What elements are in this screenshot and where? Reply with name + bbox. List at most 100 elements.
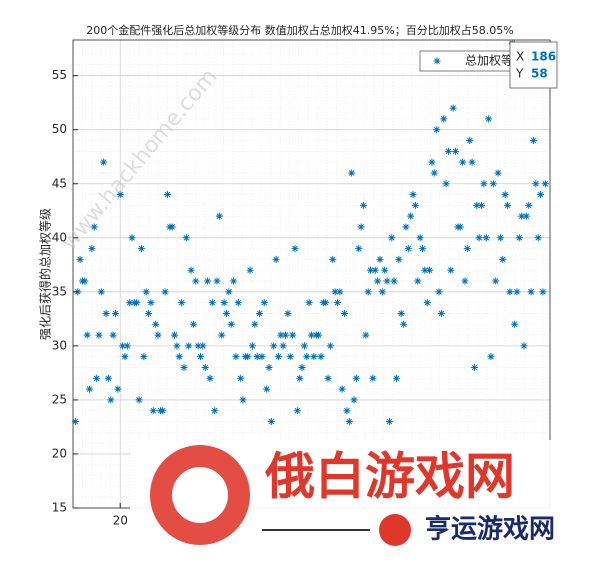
point: [518, 212, 526, 220]
datatip-x: 186: [531, 50, 556, 64]
logo-rooster-inner: [172, 467, 228, 523]
point: [317, 353, 325, 361]
point: [253, 353, 261, 361]
point: [133, 299, 141, 307]
watermark-logo: 俄白游戏网 亨运游戏网: [130, 440, 600, 567]
point: [522, 212, 530, 220]
point: [116, 191, 124, 199]
point: [211, 407, 219, 415]
point: [315, 331, 323, 339]
point: [499, 255, 507, 263]
point: [140, 353, 148, 361]
point: [178, 299, 186, 307]
point: [409, 191, 417, 199]
point: [442, 180, 450, 188]
point: [383, 277, 391, 285]
point: [397, 309, 405, 317]
point: [246, 266, 254, 274]
point: [336, 288, 344, 296]
point: [194, 342, 202, 350]
point: [185, 342, 193, 350]
point: [230, 277, 238, 285]
point: [199, 342, 207, 350]
point: [529, 137, 537, 145]
point: [539, 288, 547, 296]
point: [506, 288, 514, 296]
point: [322, 299, 330, 307]
point: [303, 353, 311, 361]
point: [359, 201, 367, 209]
point: [447, 266, 455, 274]
chart-title: 200个金配件强化后总加权等级分布 数值加权占总加权41.95%；百分比加权占5…: [86, 23, 513, 37]
y-tick-label: 40: [52, 230, 67, 244]
point: [272, 255, 280, 263]
point: [444, 147, 452, 155]
point: [421, 266, 429, 274]
point: [440, 115, 448, 123]
point: [171, 331, 179, 339]
point: [395, 255, 403, 263]
point: [197, 353, 205, 361]
point: [291, 245, 299, 253]
y-tick-label: 50: [52, 122, 67, 136]
point: [343, 407, 351, 415]
x-tick-label: 20: [113, 514, 128, 528]
point: [277, 331, 285, 339]
point: [352, 374, 360, 382]
point: [187, 266, 195, 274]
point: [430, 169, 438, 177]
point: [71, 418, 79, 426]
point: [435, 288, 443, 296]
point: [126, 299, 134, 307]
point: [428, 158, 436, 166]
point: [234, 299, 242, 307]
point: [485, 115, 493, 123]
point: [513, 288, 521, 296]
point: [367, 266, 375, 274]
point: [208, 299, 216, 307]
marks: [71, 39, 549, 426]
point: [192, 277, 200, 285]
point: [76, 255, 84, 263]
point: [333, 299, 341, 307]
point: [494, 169, 502, 177]
y-tick-label: 35: [52, 284, 67, 298]
point: [222, 309, 230, 317]
point: [204, 277, 212, 285]
point: [225, 288, 233, 296]
point: [355, 245, 363, 253]
point: [173, 342, 181, 350]
point: [541, 180, 549, 188]
point: [381, 266, 389, 274]
point: [109, 331, 117, 339]
point: [407, 212, 415, 220]
point: [163, 191, 171, 199]
point: [426, 266, 434, 274]
point: [227, 320, 235, 328]
grid: [72, 40, 550, 509]
point: [128, 234, 136, 242]
point: [147, 299, 155, 307]
point: [338, 385, 346, 393]
point: [374, 277, 382, 285]
point: [364, 288, 372, 296]
point: [324, 374, 332, 382]
point: [520, 342, 528, 350]
point: [393, 374, 401, 382]
point: [237, 374, 245, 382]
point: [390, 277, 398, 285]
point: [456, 223, 464, 231]
y-tick-label: 15: [52, 501, 67, 515]
point: [274, 353, 282, 361]
point: [385, 418, 393, 426]
point: [534, 234, 542, 242]
point: [100, 158, 108, 166]
point: [93, 374, 101, 382]
point: [466, 137, 474, 145]
point: [400, 320, 408, 328]
point: [532, 180, 540, 188]
point: [182, 234, 190, 242]
point: [404, 245, 412, 253]
point: [135, 396, 143, 404]
point: [423, 299, 431, 307]
